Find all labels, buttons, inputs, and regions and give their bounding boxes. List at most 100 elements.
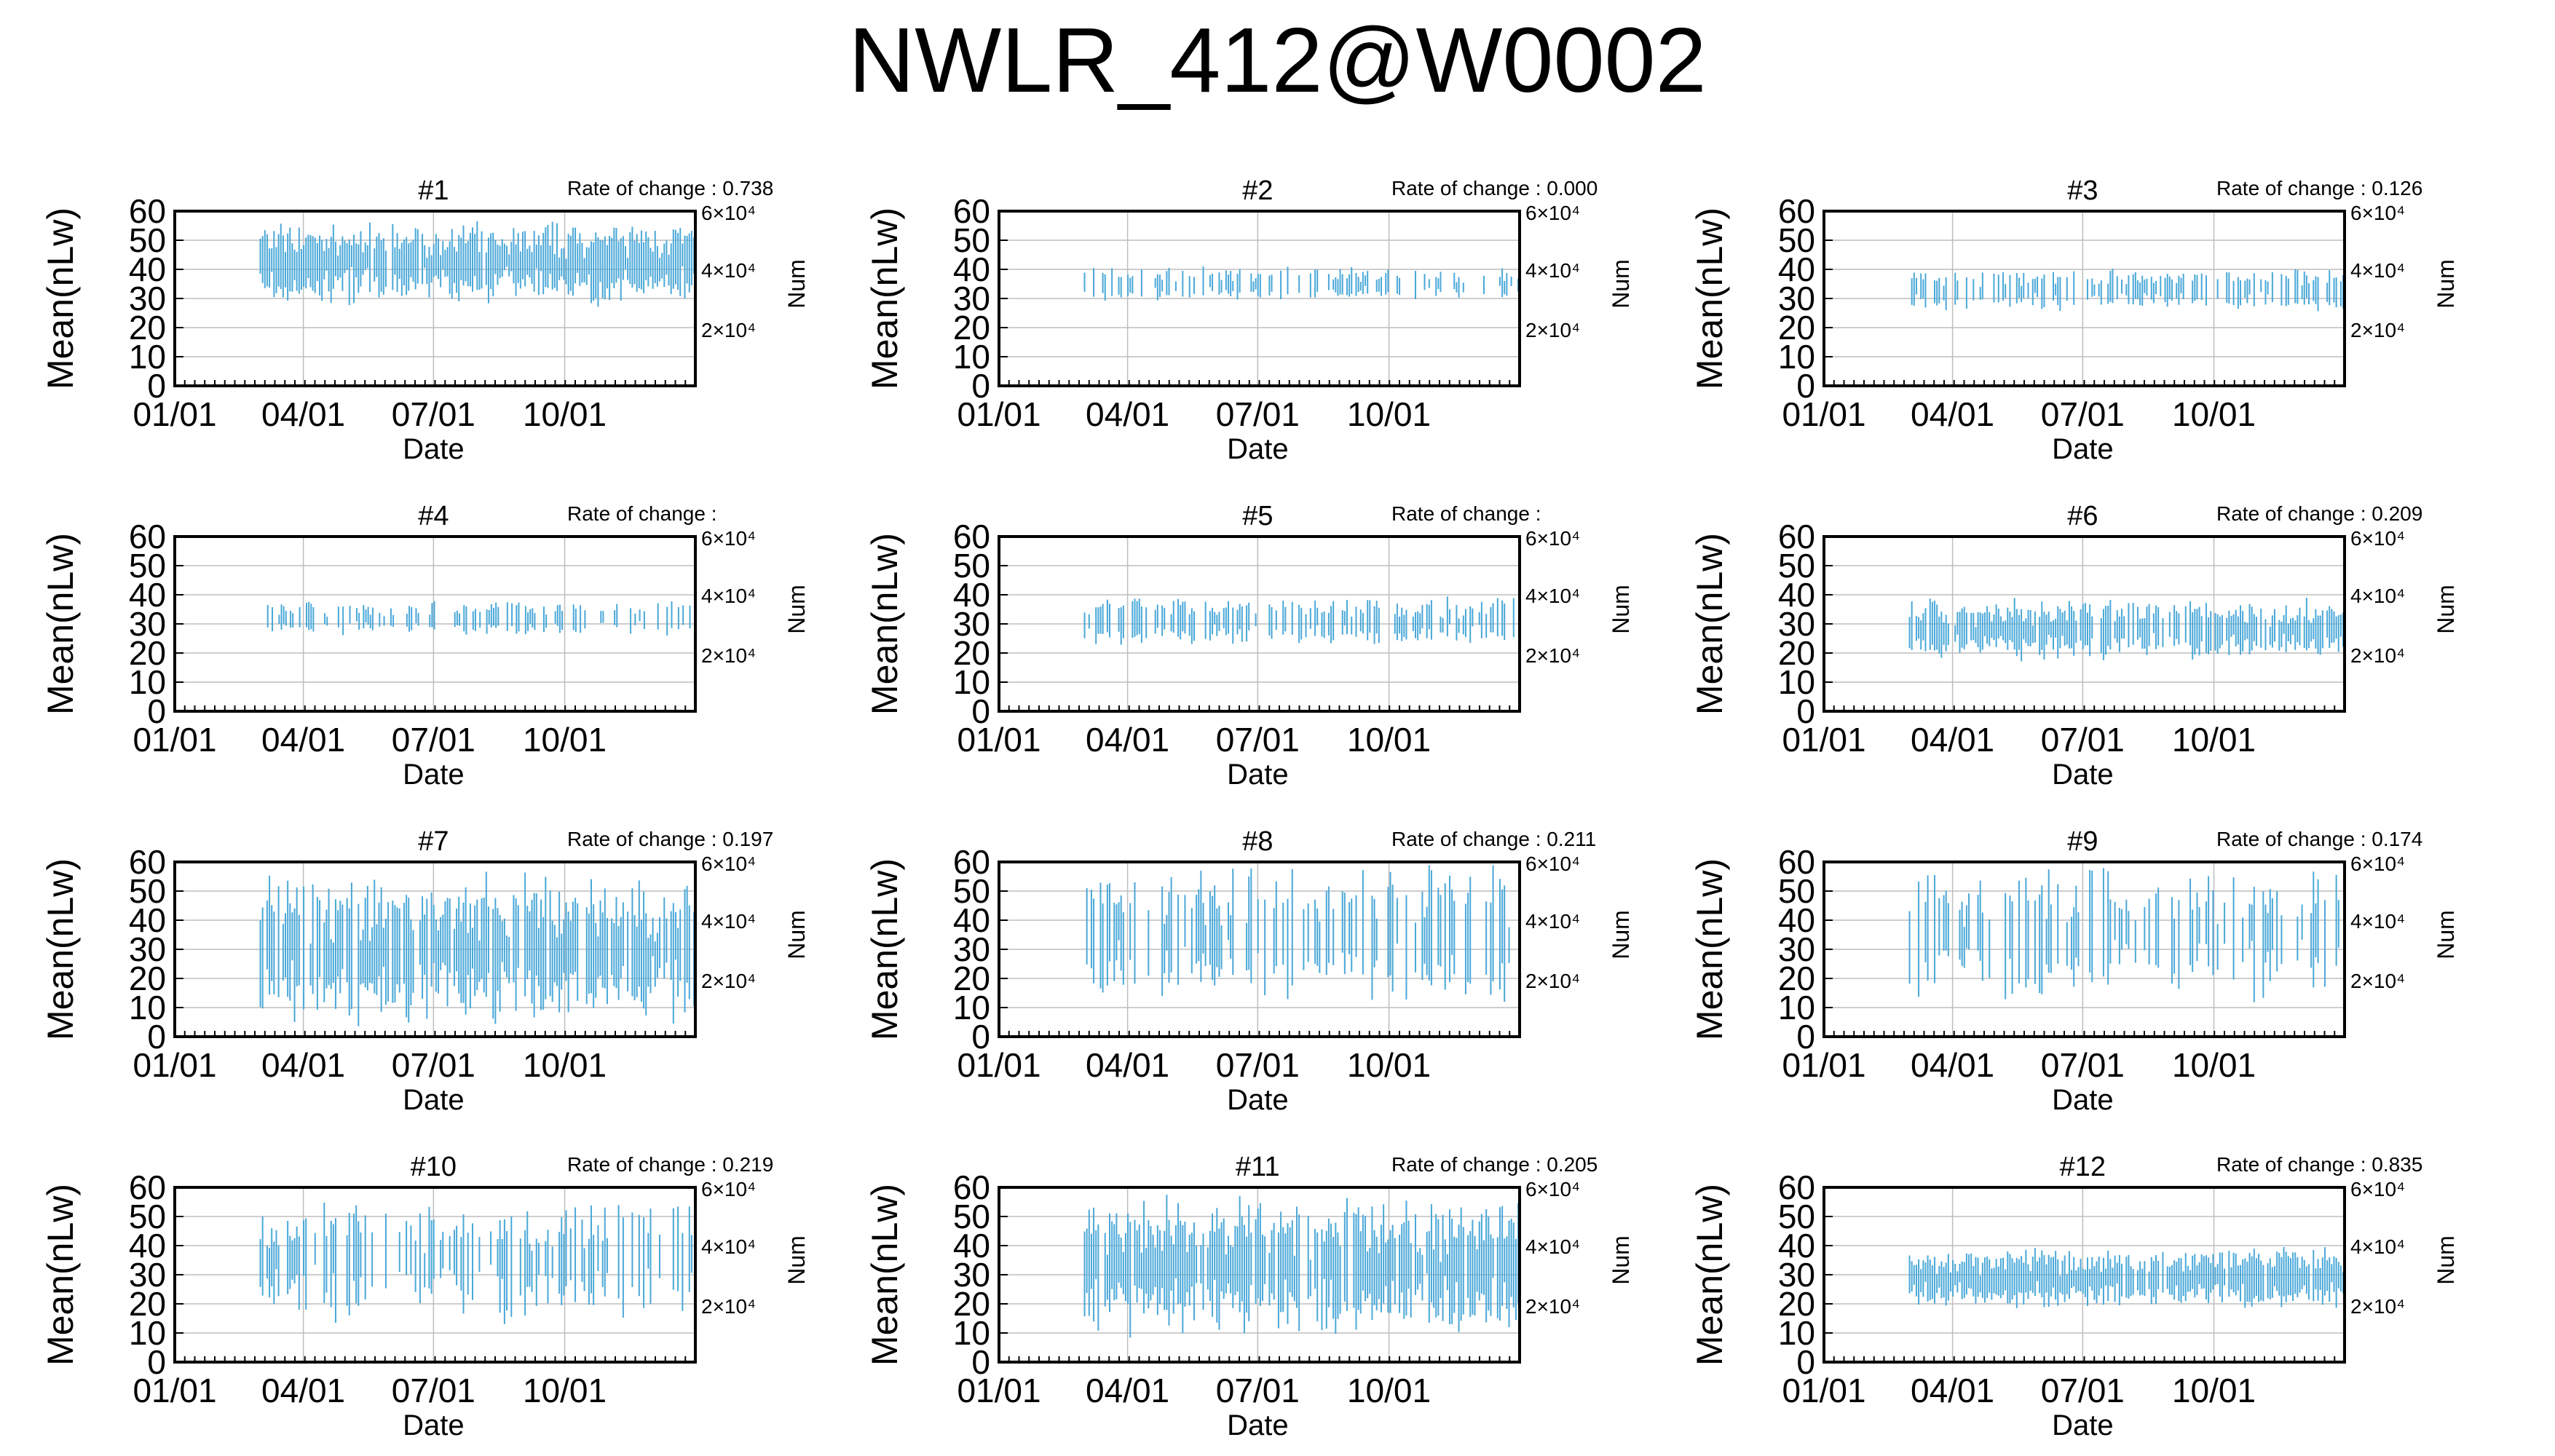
x-tick-label: 04/01	[261, 395, 345, 433]
y-tick-label: 0	[971, 1343, 990, 1381]
y-tick-label: 20	[953, 1285, 990, 1323]
y-tick-label: 30	[129, 605, 166, 643]
y-tick-label: 20	[1778, 1285, 1815, 1323]
y-tick-label: 30	[953, 605, 990, 643]
x-tick-label: 10/01	[1347, 1046, 1431, 1084]
x-tick-label: 10/01	[2172, 395, 2256, 433]
x-tick-label: 07/01	[1216, 395, 1300, 433]
series-bars	[1083, 1195, 1520, 1338]
y2-tick-label: 2×10⁴	[701, 1295, 756, 1318]
y-tick-label: 20	[129, 309, 166, 347]
y-tick-label: 60	[129, 192, 166, 230]
y-tick-label: 20	[129, 634, 166, 672]
y-tick-label: 0	[971, 367, 990, 405]
y2-tick-label: 4×10⁴	[2350, 910, 2405, 933]
y2-tick-label: 2×10⁴	[1525, 319, 1580, 341]
x-axis-label: Date	[1227, 433, 1289, 465]
y-tick-label: 50	[953, 221, 990, 259]
y2-axis-label: Num	[2433, 1235, 2459, 1285]
y-tick-label: 60	[1778, 518, 1815, 555]
y-tick-label: 60	[129, 1168, 166, 1206]
y-tick-label: 60	[953, 1168, 990, 1206]
x-tick-label: 07/01	[2041, 721, 2125, 759]
y-axis-label: Mean(nLw)	[1689, 533, 1730, 715]
panel-title: #4	[418, 501, 449, 531]
y2-tick-label: 6×10⁴	[2350, 202, 2405, 224]
x-tick-label: 04/01	[1911, 721, 1994, 759]
y2-tick-label: 2×10⁴	[2350, 644, 2405, 667]
rate-of-change-label: Rate of change : 0.205	[1391, 1153, 1598, 1176]
x-axis-label: Date	[1227, 1409, 1289, 1441]
y-tick-label: 50	[1778, 547, 1815, 585]
y2-tick-label: 6×10⁴	[1525, 1178, 1580, 1200]
y-tick-label: 50	[953, 547, 990, 585]
x-axis-label: Date	[2052, 1084, 2114, 1116]
y-tick-label: 40	[129, 901, 166, 939]
y2-tick-label: 6×10⁴	[2350, 527, 2405, 550]
x-tick-label: 04/01	[261, 1046, 345, 1084]
y2-tick-label: 2×10⁴	[701, 319, 756, 341]
y-tick-label: 30	[1778, 605, 1815, 643]
x-tick-label: 04/01	[261, 1372, 345, 1409]
x-tick-label: 07/01	[2041, 1046, 2125, 1084]
y2-tick-label: 4×10⁴	[1525, 1235, 1580, 1258]
x-tick-label: 04/01	[1086, 721, 1169, 759]
y-tick-label: 30	[129, 1256, 166, 1294]
y2-tick-label: 4×10⁴	[1525, 910, 1580, 933]
panel-title: #5	[1242, 501, 1273, 531]
figure-title: NWLR_412@W0002	[848, 9, 1707, 111]
x-tick-label: 04/01	[1911, 1046, 1994, 1084]
y-tick-label: 0	[971, 692, 990, 730]
y-tick-label: 10	[129, 663, 166, 701]
x-tick-label: 04/01	[261, 721, 345, 759]
y-tick-label: 0	[1796, 1018, 1815, 1056]
y-tick-label: 30	[953, 280, 990, 317]
y2-tick-label: 4×10⁴	[2350, 1235, 2405, 1258]
x-axis-label: Date	[2052, 1409, 2114, 1441]
y-tick-label: 0	[1796, 367, 1815, 405]
rate-of-change-label: Rate of change :	[1391, 502, 1541, 525]
y-tick-label: 40	[953, 250, 990, 288]
y2-tick-label: 6×10⁴	[701, 202, 756, 224]
y-tick-label: 20	[953, 960, 990, 997]
y-tick-label: 0	[1796, 1343, 1815, 1381]
y-tick-label: 60	[953, 192, 990, 230]
y-tick-label: 40	[953, 901, 990, 939]
y-tick-label: 10	[953, 989, 990, 1026]
x-tick-label: 10/01	[1347, 395, 1431, 433]
y-tick-label: 10	[129, 338, 166, 376]
x-tick-label: 07/01	[1216, 721, 1300, 759]
x-tick-label: 07/01	[1216, 1046, 1300, 1084]
x-axis-label: Date	[1227, 1084, 1289, 1116]
y2-tick-label: 6×10⁴	[2350, 852, 2405, 875]
x-tick-label: 01/01	[1782, 1046, 1865, 1084]
y2-tick-label: 2×10⁴	[1525, 644, 1580, 667]
x-axis-label: Date	[2052, 759, 2114, 791]
y2-tick-label: 2×10⁴	[1525, 970, 1580, 992]
series-bars	[1083, 596, 1515, 645]
y-tick-label: 60	[953, 843, 990, 881]
x-tick-label: 04/01	[1911, 395, 1994, 433]
x-tick-label: 10/01	[523, 1046, 607, 1084]
y-axis-label: Mean(nLw)	[1689, 1184, 1730, 1366]
y2-tick-label: 6×10⁴	[1525, 202, 1580, 224]
y-tick-label: 30	[129, 930, 166, 968]
y2-tick-label: 4×10⁴	[701, 585, 756, 607]
series-bars	[1083, 266, 1520, 301]
rate-of-change-label: Rate of change : 0.197	[567, 828, 773, 850]
y-tick-label: 60	[1778, 192, 1815, 230]
y2-tick-label: 2×10⁴	[2350, 319, 2405, 341]
y-tick-label: 50	[953, 1198, 990, 1235]
panel-title: #9	[2067, 826, 2098, 857]
y-tick-label: 40	[1778, 901, 1815, 939]
x-tick-label: 10/01	[523, 1372, 607, 1409]
y-tick-label: 0	[147, 692, 166, 730]
x-tick-label: 01/01	[133, 1372, 216, 1409]
y-axis-label: Mean(nLw)	[864, 533, 905, 715]
x-tick-label: 01/01	[1782, 1372, 1865, 1409]
panel-title: #1	[418, 175, 449, 206]
